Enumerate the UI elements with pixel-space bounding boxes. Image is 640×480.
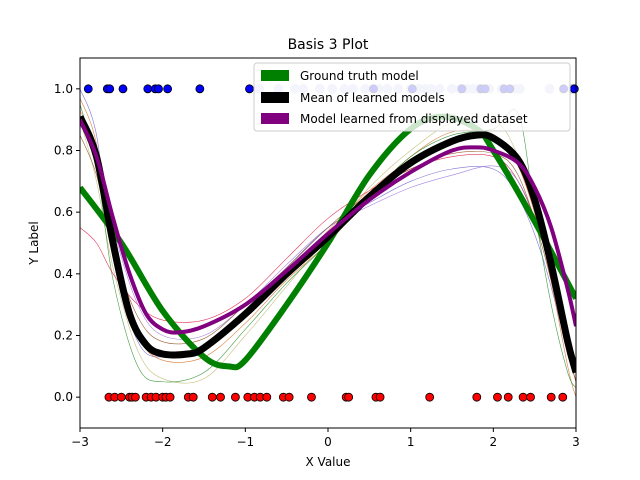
class0-point-16 [231, 392, 240, 402]
x-tick-label-2: −1 [236, 435, 254, 449]
main-model-lines [80, 113, 576, 374]
class1-point-9 [245, 84, 254, 94]
legend-label-displayed-dataset: Model learned from displayed dataset [300, 112, 528, 126]
x-tick-label-1: −2 [154, 435, 172, 449]
y-tick-label-1: 0.2 [54, 329, 73, 343]
legend-label-mean: Mean of learned models [300, 91, 445, 105]
y-tick-label-5: 1.0 [54, 82, 73, 96]
legend-swatch-mean [261, 92, 289, 103]
legend-label-ground-truth: Ground truth model [300, 69, 419, 83]
class1-point-6 [154, 84, 163, 94]
class0-point-29 [472, 392, 482, 402]
x-tick-label-3: 0 [324, 435, 332, 449]
class0-point-13 [188, 392, 198, 402]
class1-point-0 [83, 84, 93, 94]
x-tick-label-6: 3 [572, 435, 580, 449]
legend-box [253, 62, 571, 132]
x-axis-label: X Value [306, 455, 351, 469]
legend-swatch-displayed-dataset [261, 113, 289, 124]
y-tick-label-0: 0.0 [54, 390, 73, 404]
class1-point-4 [143, 84, 153, 94]
mean-learned-line [80, 115, 576, 374]
x-tick-label-5: 2 [490, 435, 498, 449]
class1-point-7 [163, 84, 173, 94]
class1-point-3 [118, 84, 128, 94]
class0-point-5 [130, 392, 140, 402]
class0-point-11 [165, 392, 175, 402]
y-tick-label-4: 0.8 [54, 144, 73, 158]
class0-point-34 [546, 392, 556, 402]
class0-point-32 [518, 392, 528, 402]
class0-point-25 [344, 392, 354, 402]
y-axis-ticks: 0.0 0.2 0.4 0.6 0.8 1.0 [54, 82, 80, 404]
class0-point-22 [284, 392, 294, 402]
class1-point-8 [195, 84, 205, 94]
class0-point-27 [375, 392, 385, 402]
class0-point-31 [503, 392, 513, 402]
y-axis-label: Y Label [27, 221, 41, 266]
x-tick-label-0: −3 [71, 435, 89, 449]
class1-point-18 [569, 84, 579, 94]
displayed-dataset-line [80, 118, 576, 335]
class0-point-2 [116, 392, 126, 402]
class0-point-28 [425, 392, 435, 402]
chart-title: Basis 3 Plot [288, 37, 369, 53]
class0-point-14 [207, 392, 217, 402]
class1-point-2 [105, 84, 115, 94]
x-tick-label-4: 1 [407, 435, 415, 449]
legend: Ground truth model Mean of learned model… [253, 62, 571, 132]
y-tick-label-3: 0.6 [54, 205, 73, 219]
class0-point-35 [558, 392, 568, 402]
x-axis-ticks: −3 −2 −1 0 1 2 3 [71, 428, 580, 449]
class0-point-33 [526, 392, 535, 402]
y-tick-label-2: 0.4 [54, 267, 73, 281]
class0-point-15 [216, 392, 225, 402]
class0-point-23 [307, 392, 316, 402]
class0-point-20 [262, 392, 272, 402]
class0-point-30 [493, 392, 502, 402]
legend-swatch-ground-truth [261, 70, 289, 81]
